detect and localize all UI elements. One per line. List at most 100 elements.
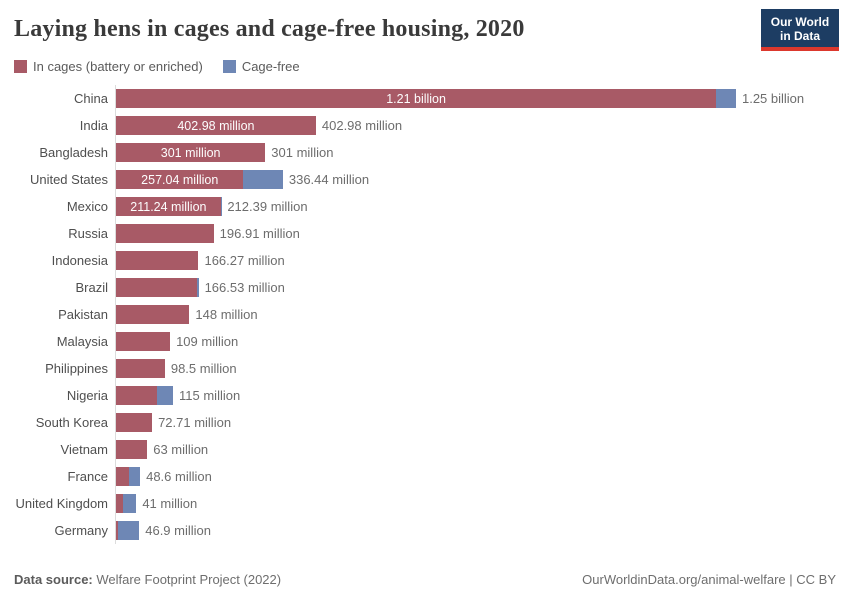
bar-track: 41 million [115,490,850,517]
bar-track: 166.27 million [115,247,850,274]
country-label: Indonesia [51,253,108,268]
bar-total-label: 212.39 million [227,199,308,214]
country-label: United Kingdom [15,496,109,511]
country-label: India [79,118,108,133]
bar-track: 402.98 million 402.98 million [115,112,850,139]
bar-segment-cagefree[interactable] [123,494,137,513]
bar-total-label: 336.44 million [288,172,370,187]
country-label: China [74,91,108,106]
bar-track: 72.71 million [115,409,850,436]
bar-segment-cages[interactable] [116,386,158,405]
bar-segment-cages[interactable] [116,359,165,378]
bar-total-label: 63 million [153,442,209,457]
bar-row: Mexico 211.24 million 212.39 million [0,193,850,220]
bar-row: United States 257.04 million 336.44 millio… [0,166,850,193]
bar-segment-cages[interactable] [116,224,214,243]
bar-segment-cagefree[interactable] [196,278,199,297]
country-label: France [67,469,108,484]
bar-row: Germany 46.9 million [0,517,850,544]
bar-track: 63 million [115,436,850,463]
bar-row: Nigeria 115 million [0,382,850,409]
bar-inside-label: 402.98 million [177,118,255,133]
bar-segment-cagefree[interactable] [157,386,174,405]
bar-segment-cagefree[interactable] [243,170,283,189]
bar-total-label: 46.9 million [145,523,211,538]
bar-inside-label: 257.04 million [141,172,219,187]
country-label: Pakistan [58,307,108,322]
bar-track: 115 million [115,382,850,409]
bar-total-label: 1.25 billion [741,91,805,106]
bar-segment-cages[interactable] [116,413,153,432]
legend-swatch-icon [222,60,236,73]
bar-segment-cages[interactable] [116,521,119,540]
data-source-label: Data source: [14,572,93,587]
bar-total-label: 72.71 million [158,415,232,430]
bar-segment-cages[interactable] [116,440,148,459]
bar-total-label: 301 million [271,145,334,160]
bar-total-label: 115 million [179,388,241,403]
bar-row: Pakistan 148 million [0,301,850,328]
bar-segment-cages[interactable] [116,467,129,486]
bar-total-label: 48.6 million [146,469,212,484]
data-source-text: Welfare Footprint Project (2022) [92,572,282,587]
bar-segment-cagefree[interactable] [118,521,140,540]
bar-track: 48.6 million [115,463,850,490]
bar-track: 211.24 million 212.39 million [115,193,850,220]
country-label: United States [29,172,108,187]
bar-segment-cages[interactable] [116,251,199,270]
bar-total-label: 109 million [176,334,239,349]
country-label: South Korea [35,415,108,430]
bar-segment-cagefree[interactable] [128,467,141,486]
bar-segment-cages[interactable]: 257.04 million [116,170,244,189]
country-label: Germany [54,523,108,538]
bar-row: Bangladesh 301 million 301 million [0,139,850,166]
owid-logo[interactable]: Our World in Data [761,9,839,51]
bar-segment-cages[interactable]: 301 million [116,143,266,162]
country-label: Russia [68,226,108,241]
header: Laying hens in cages and cage-free housi… [0,0,850,51]
bar-segment-cagefree[interactable] [220,197,222,216]
country-label: Philippines [45,361,108,376]
bar-row: India 402.98 million 402.98 million [0,112,850,139]
bar-row: China 1.21 billion 1.25 billion [0,85,850,112]
bar-total-label: 148 million [195,307,258,322]
country-label: Brazil [75,280,108,295]
legend-label: In cages (battery or enriched) [33,59,203,74]
bar-row: United Kingdom 41 million [0,490,850,517]
bar-row: France 48.6 million [0,463,850,490]
owid-logo-line1: Our World [770,15,830,29]
bar-total-label: 196.91 million [219,226,300,241]
page-title: Laying hens in cages and cage-free housi… [14,16,525,42]
bar-segment-cages[interactable] [116,278,197,297]
bar-segment-cages[interactable] [116,332,171,351]
bar-track: 148 million [115,301,850,328]
bar-inside-label: 211.24 million [130,199,207,214]
bar-row: South Korea 72.71 million [0,409,850,436]
bar-segment-cages[interactable]: 211.24 million [116,197,221,216]
legend-item: In cages (battery or enriched) [14,59,203,74]
owid-credit-link[interactable]: OurWorldinData.org/animal-welfare | CC B… [582,572,836,587]
bar-chart: China 1.21 billion 1.25 billion India 402.98… [0,85,850,544]
bar-segment-cages[interactable] [116,305,190,324]
bar-track: 166.53 million [115,274,850,301]
legend-label: Cage-free [241,59,300,74]
country-label: Nigeria [66,388,108,403]
bar-track: 98.5 million [115,355,850,382]
bar-track: 109 million [115,328,850,355]
bar-track: 301 million 301 million [115,139,850,166]
bar-segment-cages[interactable] [116,494,124,513]
country-label: Malaysia [56,334,108,349]
bar-segment-cagefree[interactable] [716,89,736,108]
legend: In cages (battery or enriched) Cage-free [0,59,850,74]
bar-row: Malaysia 109 million [0,328,850,355]
bar-total-label: 166.53 million [204,280,285,295]
bar-segment-cages[interactable]: 1.21 billion [116,89,717,108]
country-label: Vietnam [60,442,108,457]
bar-total-label: 402.98 million [321,118,403,133]
bar-row: Brazil 166.53 million [0,274,850,301]
bar-inside-label: 1.21 billion [386,91,446,106]
bar-segment-cages[interactable]: 402.98 million [116,116,316,135]
bar-row: Indonesia 166.27 million [0,247,850,274]
bar-total-label: 166.27 million [204,253,285,268]
